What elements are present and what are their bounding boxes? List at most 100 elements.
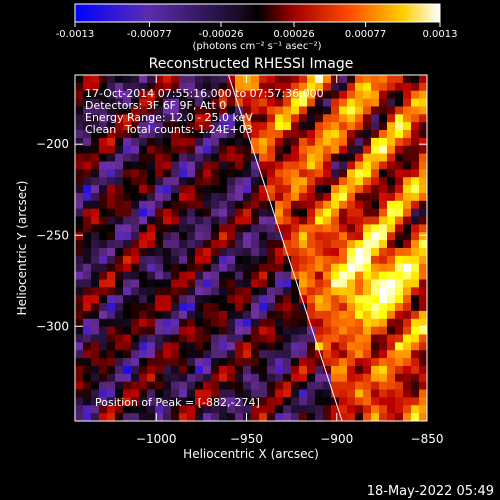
heatmap-cell: [227, 145, 236, 155]
heatmap-cell: [411, 177, 420, 186]
heatmap-cell: [355, 373, 364, 383]
heatmap-cell: [291, 232, 300, 241]
heatmap-cell: [275, 192, 284, 202]
heatmap-cell: [115, 248, 124, 257]
heatmap-cell: [235, 279, 244, 288]
heatmap-cell: [283, 279, 292, 288]
heatmap-cell: [179, 208, 188, 218]
heatmap-cell: [259, 216, 268, 226]
heatmap-cell: [147, 326, 156, 336]
heatmap-cell: [187, 381, 196, 391]
heatmap-cell: [275, 358, 284, 367]
heatmap-cell: [219, 318, 228, 328]
heatmap-cell: [339, 98, 348, 108]
heatmap-cell: [179, 90, 188, 100]
heatmap-cell: [219, 177, 228, 186]
heatmap-cell: [115, 303, 124, 312]
heatmap-cell: [363, 365, 372, 375]
heatmap-cell: [131, 122, 140, 131]
heatmap-cell: [163, 271, 172, 281]
heatmap-cell: [403, 342, 412, 351]
heatmap-cell: [267, 413, 276, 421]
heatmap-cell: [211, 255, 220, 265]
heatmap-cell: [403, 263, 412, 273]
heatmap-cell: [219, 130, 228, 139]
heatmap-cell: [187, 224, 196, 233]
heatmap-cell: [403, 216, 412, 226]
heatmap-cell: [419, 169, 427, 178]
heatmap-cell: [155, 153, 164, 163]
heatmap-cell: [323, 334, 332, 343]
heatmap-cell: [259, 232, 268, 241]
heatmap-cell: [419, 98, 427, 108]
heatmap-cell: [299, 232, 308, 241]
heatmap-cell: [395, 145, 404, 155]
heatmap-cell: [227, 82, 236, 92]
heatmap-cell: [75, 130, 84, 139]
heatmap-cell: [163, 90, 172, 100]
heatmap-cell: [363, 232, 372, 241]
heatmap-cell: [123, 318, 132, 328]
heatmap-cell: [139, 208, 148, 218]
heatmap-cell: [259, 240, 268, 249]
heatmap-cell: [363, 326, 372, 336]
heatmap-cell: [211, 169, 220, 178]
heatmap-cell: [171, 263, 180, 273]
heatmap-cell: [419, 130, 427, 139]
heatmap-cell: [203, 318, 212, 328]
heatmap-cell: [107, 192, 116, 202]
heatmap-cell: [91, 303, 100, 312]
heatmap-cell: [275, 137, 284, 147]
heatmap-cell: [331, 255, 340, 265]
heatmap-cell: [195, 373, 204, 383]
heatmap-cell: [211, 137, 220, 147]
heatmap-cell: [171, 397, 180, 406]
heatmap-cell: [99, 114, 108, 123]
heatmap-cell: [115, 318, 124, 328]
heatmap-cell: [291, 326, 300, 336]
heatmap-cell: [75, 200, 84, 210]
heatmap-cell: [171, 208, 180, 218]
heatmap-cell: [371, 240, 380, 249]
heatmap-cell: [331, 295, 340, 304]
heatmap-cell: [355, 137, 364, 147]
heatmap-cell: [131, 169, 140, 178]
heatmap-cell: [291, 192, 300, 202]
heatmap-cell: [403, 114, 412, 123]
heatmap-cell: [275, 413, 284, 421]
heatmap-cell: [339, 169, 348, 178]
heatmap-cell: [347, 279, 356, 288]
heatmap-cell: [243, 263, 252, 273]
heatmap-cell: [99, 342, 108, 351]
heatmap-cell: [235, 82, 244, 92]
heatmap-cell: [195, 271, 204, 281]
heatmap-cell: [115, 255, 124, 265]
heatmap-cell: [291, 365, 300, 375]
heatmap-cell: [419, 114, 427, 123]
heatmap-cell: [107, 389, 116, 399]
heatmap-cell: [99, 413, 108, 421]
heatmap-cell: [395, 185, 404, 194]
heatmap-cell: [419, 350, 427, 359]
heatmap-cell: [91, 208, 100, 218]
heatmap-cell: [203, 263, 212, 273]
heatmap-cell: [307, 334, 316, 343]
heatmap-cell: [251, 248, 260, 257]
heatmap-cell: [107, 75, 116, 84]
heatmap-cell: [235, 248, 244, 257]
heatmap-cell: [315, 334, 324, 343]
heatmap-cell: [331, 287, 340, 296]
heatmap-cell: [83, 303, 92, 312]
heatmap-cell: [91, 90, 100, 100]
heatmap-cell: [331, 130, 340, 139]
heatmap-cell: [131, 405, 140, 414]
heatmap-cell: [379, 137, 388, 147]
heatmap-cell: [395, 106, 404, 115]
heatmap-cell: [99, 90, 108, 100]
heatmap-cell: [403, 177, 412, 186]
heatmap-cell: [379, 397, 388, 406]
heatmap-cell: [187, 295, 196, 304]
heatmap-cell: [179, 224, 188, 233]
heatmap-cell: [195, 405, 204, 414]
